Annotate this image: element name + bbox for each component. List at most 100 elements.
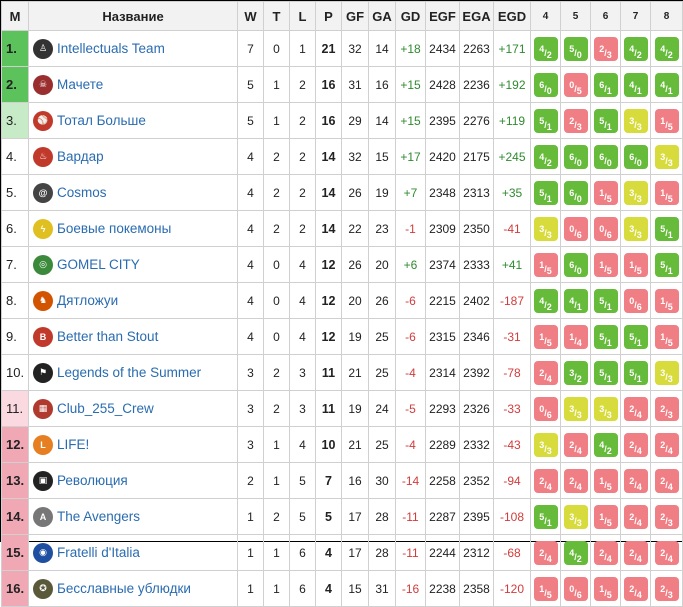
team-name-link[interactable]: Революция (57, 473, 128, 488)
match-result-badge[interactable]: 1/5 (533, 324, 558, 349)
team-name-link[interactable]: LIFE! (57, 437, 90, 452)
match-result-badge[interactable]: 1/5 (623, 252, 648, 277)
col-header-round-5[interactable]: 5 (560, 1, 591, 31)
match-result-badge[interactable]: 2/4 (654, 468, 679, 493)
match-result-badge[interactable]: 1/5 (654, 108, 679, 133)
match-result-badge[interactable]: 2/4 (623, 468, 648, 493)
col-header-egd[interactable]: EGD (493, 1, 531, 31)
match-result-badge[interactable]: 5/1 (654, 216, 679, 241)
team-name-link[interactable]: Intellectuals Team (57, 41, 165, 56)
team-name-link[interactable]: Бесславные ублюдки (57, 581, 191, 596)
match-result-badge[interactable]: 4/2 (533, 288, 558, 313)
col-header-m[interactable]: M (1, 1, 29, 31)
col-header-p[interactable]: P (315, 1, 342, 31)
col-header-round-6[interactable]: 6 (590, 1, 621, 31)
team-name-link[interactable]: Fratelli d'Italia (57, 545, 140, 560)
match-result-badge[interactable]: 4/2 (533, 36, 558, 61)
match-result-badge[interactable]: 2/4 (623, 540, 648, 565)
match-result-badge[interactable]: 3/3 (623, 180, 648, 205)
match-result-badge[interactable]: 0/6 (533, 396, 558, 421)
match-result-badge[interactable]: 3/3 (533, 432, 558, 457)
match-result-badge[interactable]: 5/1 (623, 360, 648, 385)
match-result-badge[interactable]: 5/1 (533, 504, 558, 529)
col-header-gf[interactable]: GF (341, 1, 369, 31)
match-result-badge[interactable]: 3/3 (533, 216, 558, 241)
match-result-badge[interactable]: 4/1 (654, 72, 679, 97)
match-result-badge[interactable]: 5/1 (623, 324, 648, 349)
match-result-badge[interactable]: 2/4 (563, 432, 588, 457)
match-result-badge[interactable]: 5/1 (533, 108, 558, 133)
match-result-badge[interactable]: 3/3 (623, 108, 648, 133)
match-result-badge[interactable]: 6/0 (623, 144, 648, 169)
match-result-badge[interactable]: 3/3 (654, 144, 679, 169)
team-name-link[interactable]: Club_255_Crew (57, 401, 154, 416)
match-result-badge[interactable]: 3/3 (563, 396, 588, 421)
team-name-link[interactable]: Тотал Больше (57, 113, 146, 128)
match-result-badge[interactable]: 5/1 (593, 360, 618, 385)
match-result-badge[interactable]: 5/1 (654, 252, 679, 277)
match-result-badge[interactable]: 4/2 (623, 36, 648, 61)
team-name-link[interactable]: Legends of the Summer (57, 365, 202, 380)
team-name-link[interactable]: Мачете (57, 77, 104, 92)
match-result-badge[interactable]: 2/4 (533, 468, 558, 493)
col-header-l[interactable]: L (289, 1, 316, 31)
match-result-badge[interactable]: 2/4 (623, 396, 648, 421)
col-header-round-7[interactable]: 7 (620, 1, 651, 31)
col-header-name[interactable]: Название (28, 1, 238, 31)
match-result-badge[interactable]: 4/1 (563, 288, 588, 313)
match-result-badge[interactable]: 2/4 (533, 360, 558, 385)
match-result-badge[interactable]: 4/2 (654, 36, 679, 61)
match-result-badge[interactable]: 5/1 (593, 288, 618, 313)
col-header-egf[interactable]: EGF (425, 1, 460, 31)
match-result-badge[interactable]: 1/5 (593, 504, 618, 529)
match-result-badge[interactable]: 1/5 (593, 180, 618, 205)
match-result-badge[interactable]: 5/0 (563, 36, 588, 61)
match-result-badge[interactable]: 0/6 (563, 216, 588, 241)
match-result-badge[interactable]: 1/5 (654, 288, 679, 313)
match-result-badge[interactable]: 2/4 (623, 504, 648, 529)
match-result-badge[interactable]: 1/5 (533, 576, 558, 601)
col-header-t[interactable]: T (263, 1, 290, 31)
match-result-badge[interactable]: 6/0 (563, 180, 588, 205)
col-header-w[interactable]: W (237, 1, 264, 31)
team-name-link[interactable]: Cosmos (57, 185, 107, 200)
match-result-badge[interactable]: 2/4 (593, 540, 618, 565)
match-result-badge[interactable]: 1/5 (593, 468, 618, 493)
match-result-badge[interactable]: 4/2 (533, 144, 558, 169)
team-name-link[interactable]: Better than Stout (57, 329, 159, 344)
match-result-badge[interactable]: 1/5 (593, 576, 618, 601)
match-result-badge[interactable]: 1/5 (593, 252, 618, 277)
match-result-badge[interactable]: 6/0 (533, 72, 558, 97)
match-result-badge[interactable]: 3/3 (563, 504, 588, 529)
team-name-link[interactable]: Боевые покемоны (57, 221, 172, 236)
match-result-badge[interactable]: 2/3 (563, 108, 588, 133)
match-result-badge[interactable]: 6/0 (563, 252, 588, 277)
match-result-badge[interactable]: 5/1 (533, 180, 558, 205)
match-result-badge[interactable]: 6/1 (593, 72, 618, 97)
col-header-round-4[interactable]: 4 (530, 1, 561, 31)
match-result-badge[interactable]: 6/0 (593, 144, 618, 169)
match-result-badge[interactable]: 6/0 (563, 144, 588, 169)
match-result-badge[interactable]: 2/4 (563, 468, 588, 493)
match-result-badge[interactable]: 2/4 (654, 540, 679, 565)
match-result-badge[interactable]: 1/5 (654, 324, 679, 349)
team-name-link[interactable]: Дятложуи (57, 293, 119, 308)
match-result-badge[interactable]: 4/2 (593, 432, 618, 457)
match-result-badge[interactable]: 2/3 (593, 36, 618, 61)
team-name-link[interactable]: GOMEL CITY (57, 257, 140, 272)
match-result-badge[interactable]: 2/4 (533, 540, 558, 565)
match-result-badge[interactable]: 2/3 (654, 576, 679, 601)
col-header-ega[interactable]: EGA (459, 1, 494, 31)
col-header-round-8[interactable]: 8 (650, 1, 683, 31)
match-result-badge[interactable]: 2/3 (654, 396, 679, 421)
match-result-badge[interactable]: 2/4 (654, 432, 679, 457)
match-result-badge[interactable]: 3/3 (623, 216, 648, 241)
team-name-link[interactable]: Вардар (57, 149, 104, 164)
match-result-badge[interactable]: 2/3 (654, 504, 679, 529)
match-result-badge[interactable]: 3/2 (563, 360, 588, 385)
col-header-ga[interactable]: GA (368, 1, 396, 31)
team-name-link[interactable]: The Avengers (57, 509, 141, 524)
match-result-badge[interactable]: 5/1 (593, 324, 618, 349)
match-result-badge[interactable]: 2/4 (623, 576, 648, 601)
match-result-badge[interactable]: 0/6 (623, 288, 648, 313)
